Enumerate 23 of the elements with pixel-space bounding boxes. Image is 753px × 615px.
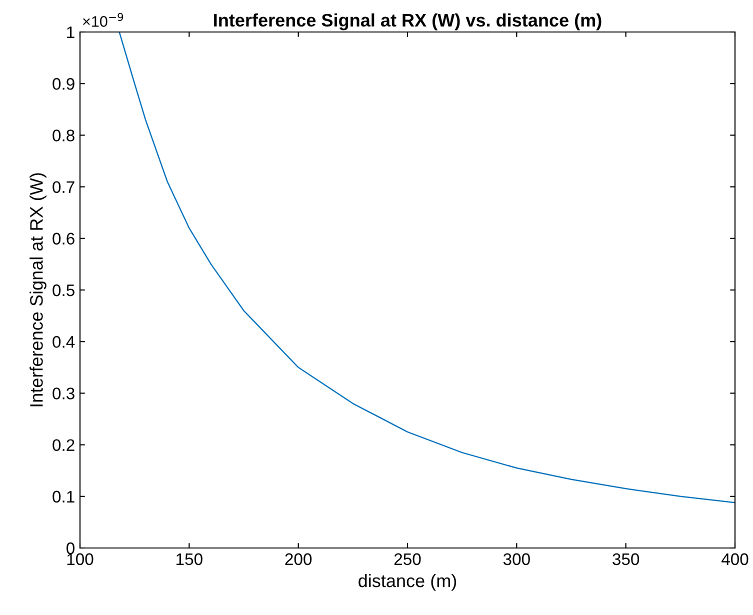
- line-series: [118, 32, 735, 504]
- x-tick-label: 200: [285, 553, 312, 566]
- y-tick-label: 0.2: [52, 439, 74, 452]
- y-axis-title: Interference Signal at RX (W): [30, 173, 46, 406]
- y-tick-label: 0.7: [52, 181, 74, 194]
- y-tick-label: 0.6: [52, 232, 74, 245]
- x-tick-label: 150: [176, 553, 202, 566]
- x-tick-label: 300: [503, 553, 530, 566]
- y-tick-label: 0.5: [52, 284, 74, 296]
- x-axis-title: distance (m): [358, 574, 456, 591]
- y-tick-label: 0.3: [52, 388, 74, 400]
- y-tick-label: 0.4: [52, 336, 75, 348]
- text: ×10$^{−9}$: [83, 12, 124, 27]
- y-tick-label: 0.9: [52, 78, 74, 90]
- chart-title: Interference Signal at RX (W) vs. distance (m): [214, 13, 602, 30]
- y-tick-label: 1: [67, 26, 74, 38]
- x-tick-label: 400: [721, 553, 748, 566]
- x-tick-label: 100: [67, 553, 94, 566]
- y-tick-label: 0: [66, 542, 74, 554]
- x-tick-label: 350: [612, 553, 640, 566]
- y-tick-label: 0.1: [52, 490, 74, 503]
- x-tick-label: 250: [394, 553, 421, 566]
- y-tick-label: 0.8: [52, 130, 74, 142]
